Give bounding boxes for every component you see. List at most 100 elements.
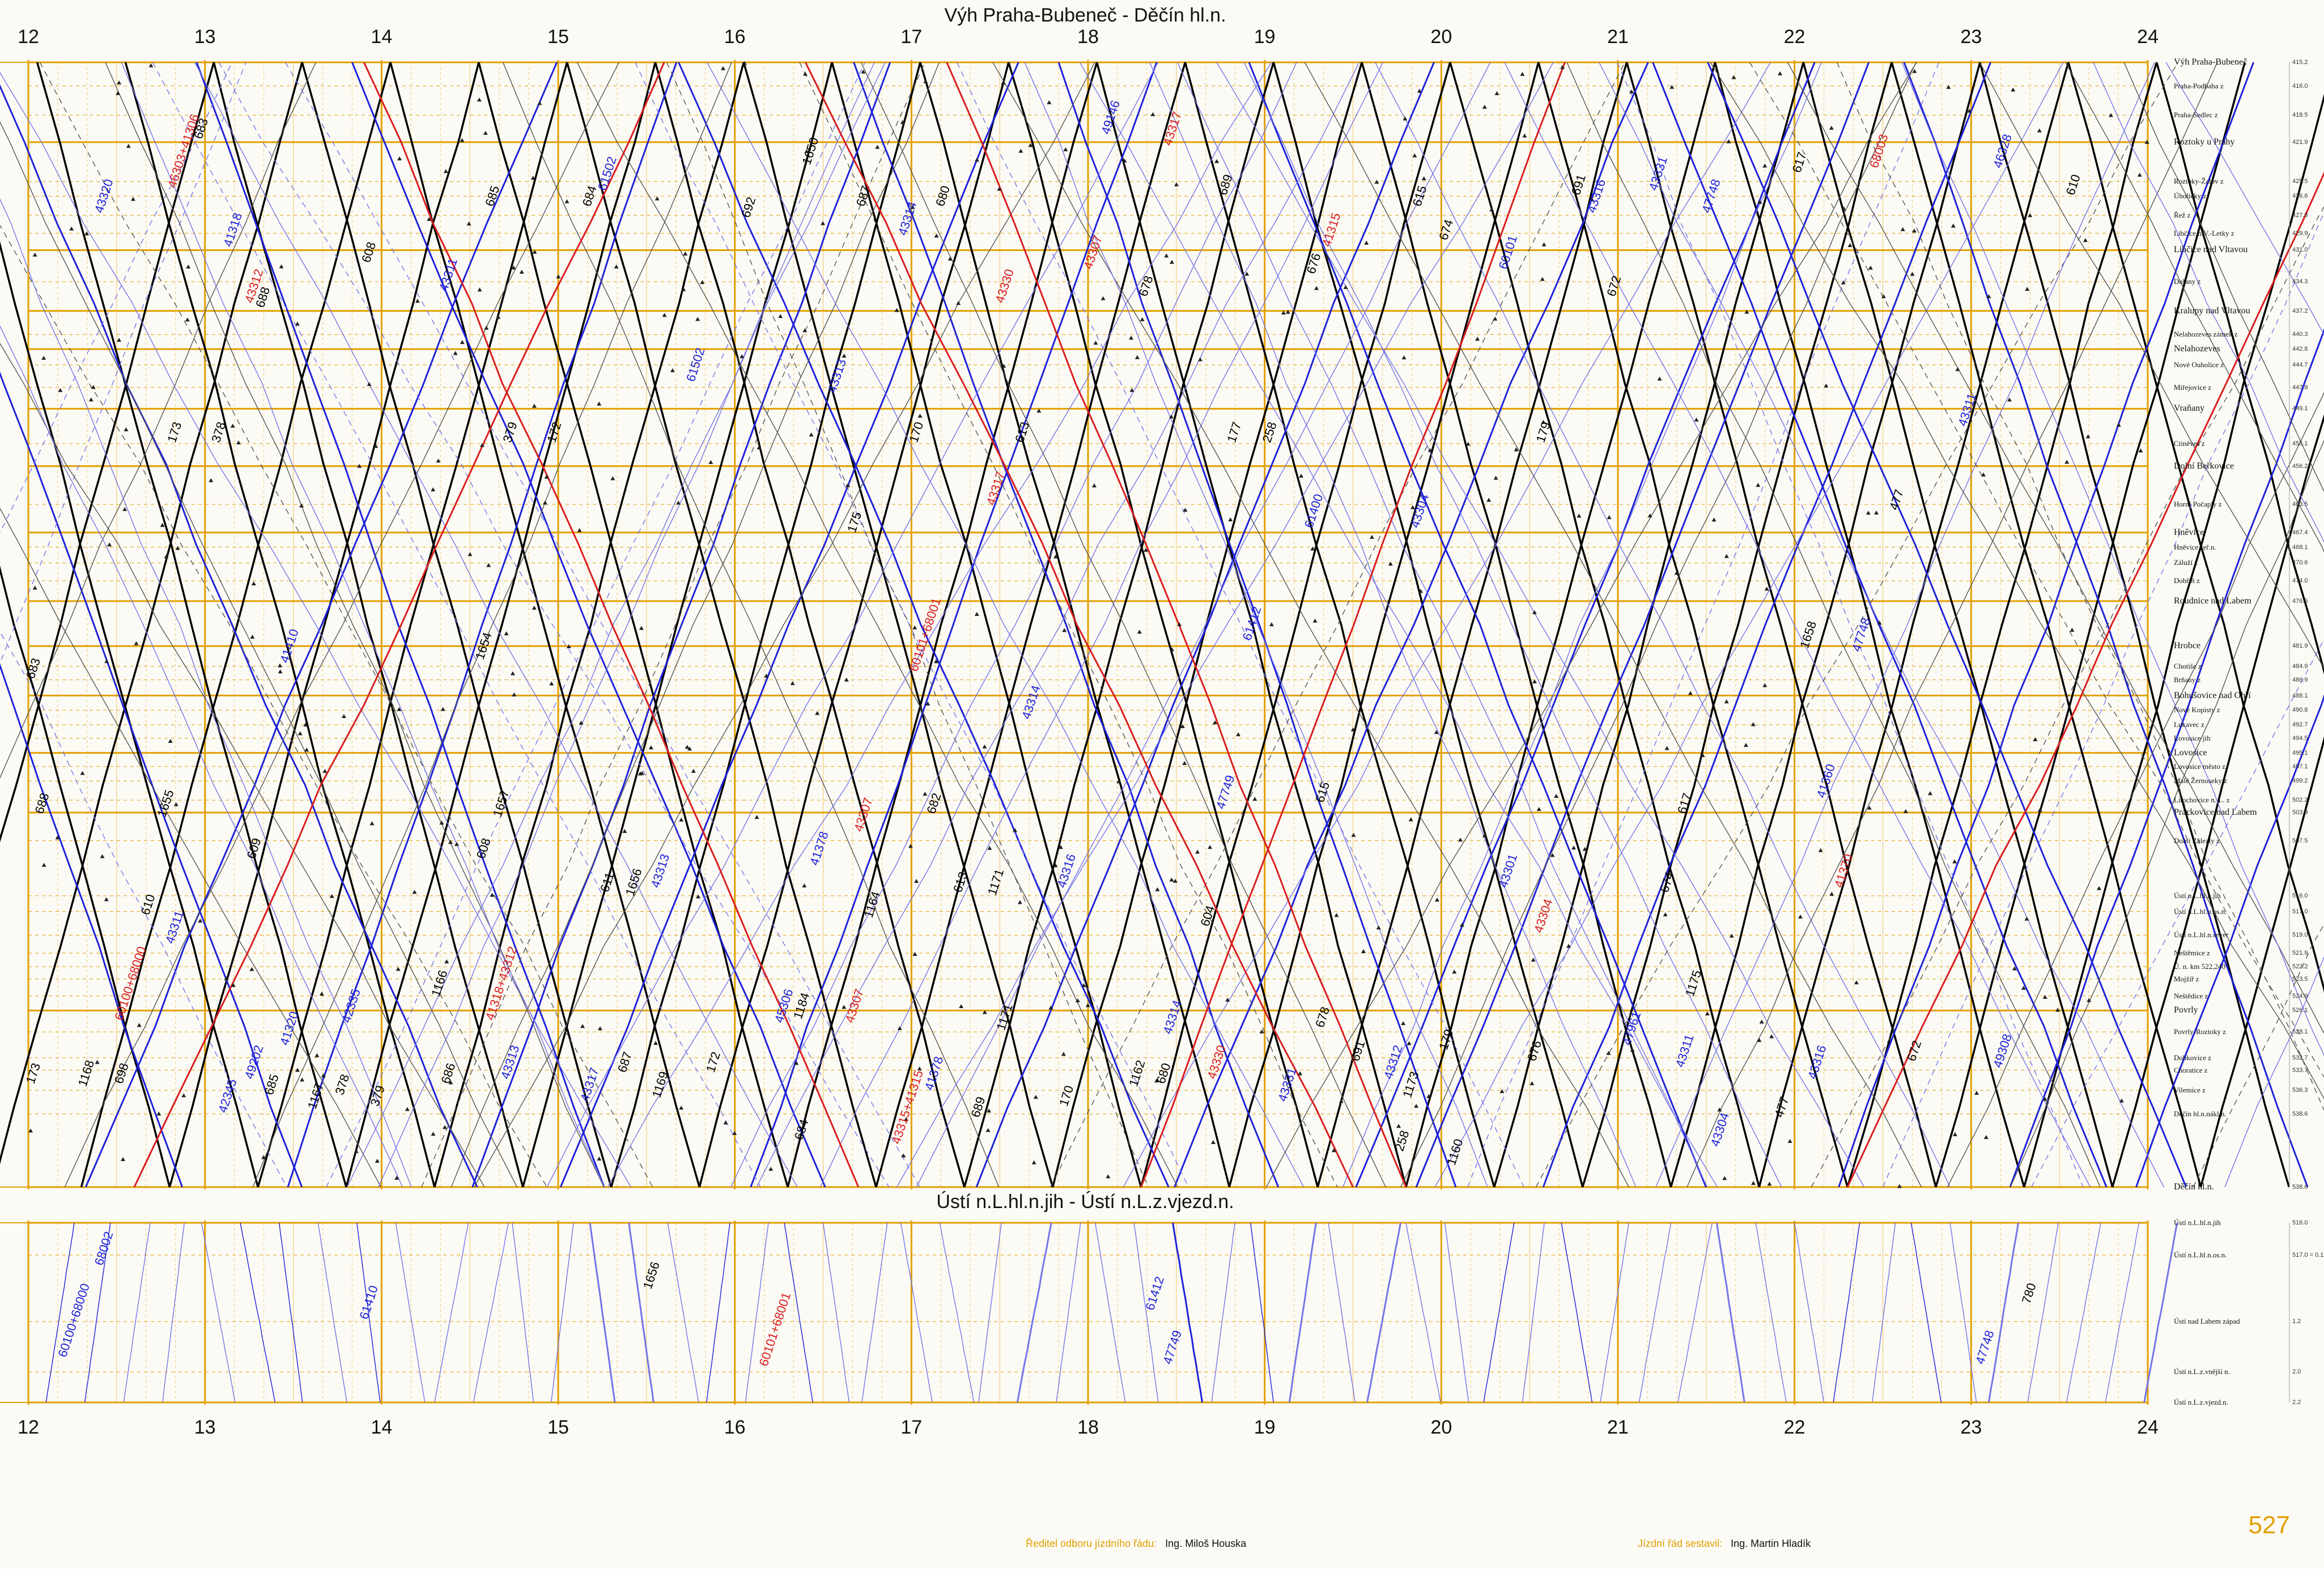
stop-marker bbox=[1361, 949, 1366, 954]
express-train-path bbox=[0, 565, 171, 1188]
shunting-path bbox=[900, 1222, 933, 1403]
train-number-label: 41315 bbox=[1319, 211, 1344, 248]
stop-marker bbox=[802, 71, 808, 76]
train-number-label: 610 bbox=[138, 892, 158, 917]
freight-train-path bbox=[451, 62, 940, 1188]
regional-train-path bbox=[0, 663, 184, 1188]
shunting-path bbox=[1910, 1222, 1942, 1403]
stop-marker bbox=[579, 720, 584, 725]
stop-marker bbox=[1085, 1003, 1090, 1007]
top-panel-station-km: 521.9 bbox=[2292, 950, 2308, 957]
stop-marker bbox=[638, 771, 643, 776]
stop-marker bbox=[32, 252, 37, 257]
stop-marker bbox=[1560, 65, 1565, 69]
top-panel-station-km: 494.5 bbox=[2292, 734, 2308, 742]
express-train-path bbox=[1405, 62, 1717, 1188]
train-number-label: 780 bbox=[2019, 1281, 2039, 1306]
stop-marker bbox=[2012, 966, 2017, 971]
freight-train-path bbox=[325, 62, 865, 1188]
stop-marker bbox=[844, 677, 849, 682]
stop-marker bbox=[900, 120, 905, 124]
top-panel-station-label: Dolany z bbox=[2174, 277, 2201, 286]
express-train-path bbox=[1228, 62, 1540, 1188]
stop-marker bbox=[875, 144, 880, 149]
top-panel-station-label: Hrobce bbox=[2174, 641, 2201, 651]
stop-marker bbox=[1731, 75, 1736, 79]
train-number-label: 43311 bbox=[163, 909, 186, 945]
express-train-path bbox=[1669, 62, 1981, 1188]
express-train-path bbox=[875, 62, 1187, 1188]
express-train-path bbox=[389, 62, 700, 1188]
stop-marker bbox=[2087, 998, 2092, 1002]
train-number-label: 674 bbox=[1657, 870, 1677, 894]
train-number-label: 609 bbox=[244, 836, 264, 861]
stop-marker bbox=[460, 340, 465, 345]
top-panel-station-label: Dolní Zálezly z bbox=[2174, 836, 2220, 845]
express-train-path bbox=[1272, 62, 1584, 1188]
shunting-path bbox=[1094, 1222, 1126, 1403]
regional-train-path bbox=[1174, 62, 1649, 1188]
freight-train-path bbox=[1901, 62, 2324, 1056]
top-panel-station-label: Chotiše z bbox=[2174, 661, 2202, 670]
stop-marker bbox=[556, 274, 561, 279]
stop-marker bbox=[1897, 1184, 1902, 1188]
express-train-path bbox=[1008, 62, 1319, 1188]
stop-marker bbox=[468, 552, 473, 556]
freight-train-path bbox=[0, 71, 632, 1188]
top-panel-station-label: Malé Žernoseky z bbox=[2174, 776, 2227, 785]
top-panel-station-km: 488.1 bbox=[2292, 692, 2308, 699]
stop-marker bbox=[397, 156, 402, 160]
stop-marker bbox=[794, 1061, 799, 1065]
stop-marker bbox=[708, 460, 713, 464]
bottom-panel-hour-label: 14 bbox=[371, 1417, 393, 1438]
stop-marker bbox=[397, 707, 402, 711]
freight-train-path bbox=[121, 62, 605, 1188]
express-train-path bbox=[610, 62, 921, 1188]
express-train-path bbox=[2111, 414, 2324, 1188]
stop-marker bbox=[2028, 213, 2033, 218]
stop-marker bbox=[802, 883, 807, 888]
train-number-label: 378 bbox=[332, 1073, 352, 1097]
shunting-path bbox=[1056, 1222, 1081, 1403]
stop-marker bbox=[104, 897, 109, 902]
train-number-label: 680 bbox=[933, 184, 953, 209]
stop-marker bbox=[300, 1077, 305, 1082]
shunting-path bbox=[2105, 1222, 2140, 1403]
freight-train-path bbox=[0, 224, 547, 1188]
top-panel-station-km: 468.1 bbox=[2292, 543, 2308, 551]
top-panel-station-km: 533.7 bbox=[2292, 1066, 2308, 1074]
shunting-path bbox=[550, 1222, 574, 1403]
stop-marker bbox=[1729, 933, 1734, 938]
stop-marker bbox=[1554, 793, 1559, 798]
regional-train-path bbox=[1415, 62, 1870, 1188]
train-number-label: 691 bbox=[1348, 1039, 1367, 1063]
stop-marker bbox=[676, 500, 681, 505]
shunting-path bbox=[123, 1222, 151, 1403]
top-panel-hour-label: 20 bbox=[1430, 26, 1452, 48]
top-panel-station-label: Úholičky z bbox=[2174, 192, 2207, 201]
stop-marker bbox=[116, 91, 121, 95]
stop-marker bbox=[277, 663, 282, 667]
special-train-path bbox=[133, 62, 665, 1188]
stop-marker bbox=[842, 1005, 847, 1009]
stop-marker bbox=[490, 892, 495, 897]
shunting-path bbox=[1172, 1222, 1203, 1403]
train-number-label: 1162 bbox=[1126, 1058, 1148, 1088]
top-panel-hour-label: 14 bbox=[371, 26, 393, 48]
stop-marker bbox=[1081, 983, 1086, 988]
stop-marker bbox=[821, 221, 826, 226]
train-number-label: 676 bbox=[1303, 252, 1323, 276]
stop-marker bbox=[1314, 286, 1319, 290]
train-number-label: 379 bbox=[368, 1084, 388, 1108]
stop-marker bbox=[997, 186, 1002, 191]
stop-marker bbox=[1757, 1038, 1762, 1042]
stop-marker bbox=[597, 1156, 602, 1161]
stop-marker bbox=[842, 354, 847, 358]
stop-marker bbox=[804, 148, 809, 153]
shunting-path bbox=[1677, 1222, 1713, 1403]
stop-marker bbox=[1841, 280, 1846, 284]
stop-marker bbox=[1743, 743, 1748, 747]
shunting-path bbox=[1016, 1222, 1052, 1403]
stop-marker bbox=[448, 840, 453, 844]
stop-marker bbox=[1522, 133, 1527, 138]
